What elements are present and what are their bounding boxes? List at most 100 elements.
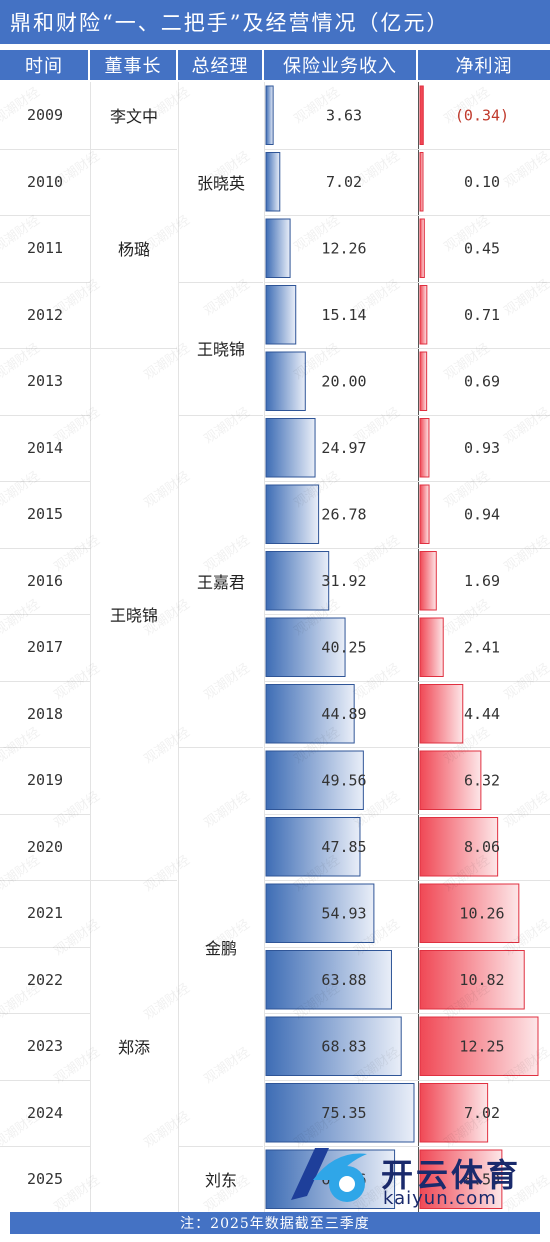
revenue-label: 68.83 (321, 1037, 366, 1055)
row-divider (264, 680, 550, 682)
revenue-bar (265, 817, 361, 877)
profit-bar (419, 883, 520, 943)
row-divider (0, 1079, 90, 1081)
profit-label: 0.45 (464, 239, 500, 257)
revenue-bar (265, 218, 291, 278)
revenue-bar (265, 85, 274, 145)
row-divider (264, 813, 550, 815)
profit-label: 0.69 (464, 372, 500, 390)
row-divider (264, 348, 550, 349)
row-divider (0, 747, 90, 748)
row-divider (264, 148, 550, 150)
profit-bar (419, 351, 428, 411)
manager-name: 王晓锦 (196, 340, 245, 359)
year-label: 2017 (26, 638, 64, 657)
logo-text-en: kaiyun.com (383, 1188, 497, 1209)
profit-label: 8.50 (464, 1170, 500, 1188)
profit-label: (0.34) (455, 106, 509, 124)
year-label: 2016 (26, 571, 64, 590)
profit-bar (419, 950, 525, 1010)
profit-label: 0.71 (464, 306, 500, 324)
revenue-bar (265, 617, 346, 677)
column-divider (178, 82, 179, 1213)
row-divider (264, 1079, 550, 1081)
revenue-label: 54.93 (321, 904, 366, 922)
year-label: 2025 (26, 1170, 64, 1189)
profit-bar (419, 1016, 539, 1076)
profit-bar (419, 285, 428, 345)
profit-label: 6.32 (464, 771, 500, 789)
row-divider (0, 1013, 90, 1014)
revenue-label: 15.14 (321, 306, 366, 324)
profit-label: 1.69 (464, 572, 500, 590)
revenue-bar (265, 418, 316, 478)
year-label: 2010 (26, 172, 64, 191)
revenue-label: 47.85 (321, 838, 366, 856)
year-label: 2012 (26, 305, 64, 324)
chairman-divider (91, 880, 177, 881)
profit-bar (419, 750, 482, 810)
column-divider (90, 82, 91, 1213)
profit-bar (419, 551, 437, 611)
row-divider (264, 281, 550, 283)
profit-label: 2.41 (464, 638, 500, 656)
year-label: 2015 (26, 505, 64, 524)
row-divider (0, 148, 90, 150)
header-revenue: 保险业务收入 (264, 50, 416, 80)
row-divider (264, 414, 550, 416)
revenue-bar (265, 950, 392, 1010)
year-label: 2023 (26, 1037, 64, 1056)
page-title: 鼎和财险“一、二把手”及经营情况（亿元） (0, 0, 550, 44)
row-divider (0, 813, 90, 815)
revenue-bar (265, 1016, 402, 1076)
year-label: 2018 (26, 704, 64, 723)
footer-note: 注：2025年数据截至三季度 (10, 1212, 540, 1234)
profit-bar (419, 1149, 503, 1209)
revenue-bar (265, 484, 320, 544)
row-divider (0, 281, 90, 283)
year-label: 2021 (26, 904, 64, 923)
revenue-bar (265, 750, 364, 810)
profit-bar (419, 617, 444, 677)
row-divider (0, 348, 90, 349)
row-divider (0, 614, 90, 615)
revenue-bar (265, 684, 355, 744)
row-divider (0, 680, 90, 682)
row-divider (0, 1146, 90, 1147)
year-label: 2020 (26, 837, 64, 856)
header-year: 时间 (0, 50, 88, 80)
row-divider (0, 481, 90, 482)
profit-bar (419, 152, 424, 212)
revenue-label: 63.88 (321, 971, 366, 989)
chairman-name: 杨璐 (117, 240, 150, 260)
row-divider (264, 215, 550, 216)
revenue-label: 40.25 (321, 638, 366, 656)
row-divider (264, 1013, 550, 1014)
profit-label: 10.82 (459, 971, 504, 989)
manager-divider (179, 747, 263, 748)
profit-label: 0.10 (464, 173, 500, 191)
profit-label: 8.06 (464, 838, 500, 856)
manager-name: 金鹏 (204, 938, 237, 958)
chairman-name: 郑添 (117, 1038, 150, 1058)
year-label: 2019 (26, 771, 64, 790)
row-divider (0, 547, 90, 549)
revenue-label: 3.63 (326, 106, 362, 124)
row-divider (0, 215, 90, 216)
profit-label: 7.02 (464, 1104, 500, 1122)
logo-text-cn: 开云体育 (381, 1156, 522, 1194)
profit-bar (419, 418, 430, 478)
chairman-divider (91, 148, 177, 150)
profit-bar (419, 817, 499, 877)
column-divider (418, 82, 419, 1213)
brand-logo: 开云体育 kaiyun.com (285, 1140, 545, 1210)
year-label: 2024 (26, 1103, 64, 1122)
manager-divider (179, 414, 263, 416)
row-divider (264, 946, 550, 948)
profit-label: 10.26 (459, 904, 504, 922)
year-label: 2011 (26, 239, 64, 258)
header-profit: 净利润 (418, 50, 550, 80)
profit-bar (419, 218, 425, 278)
profit-label: 0.94 (464, 505, 500, 523)
